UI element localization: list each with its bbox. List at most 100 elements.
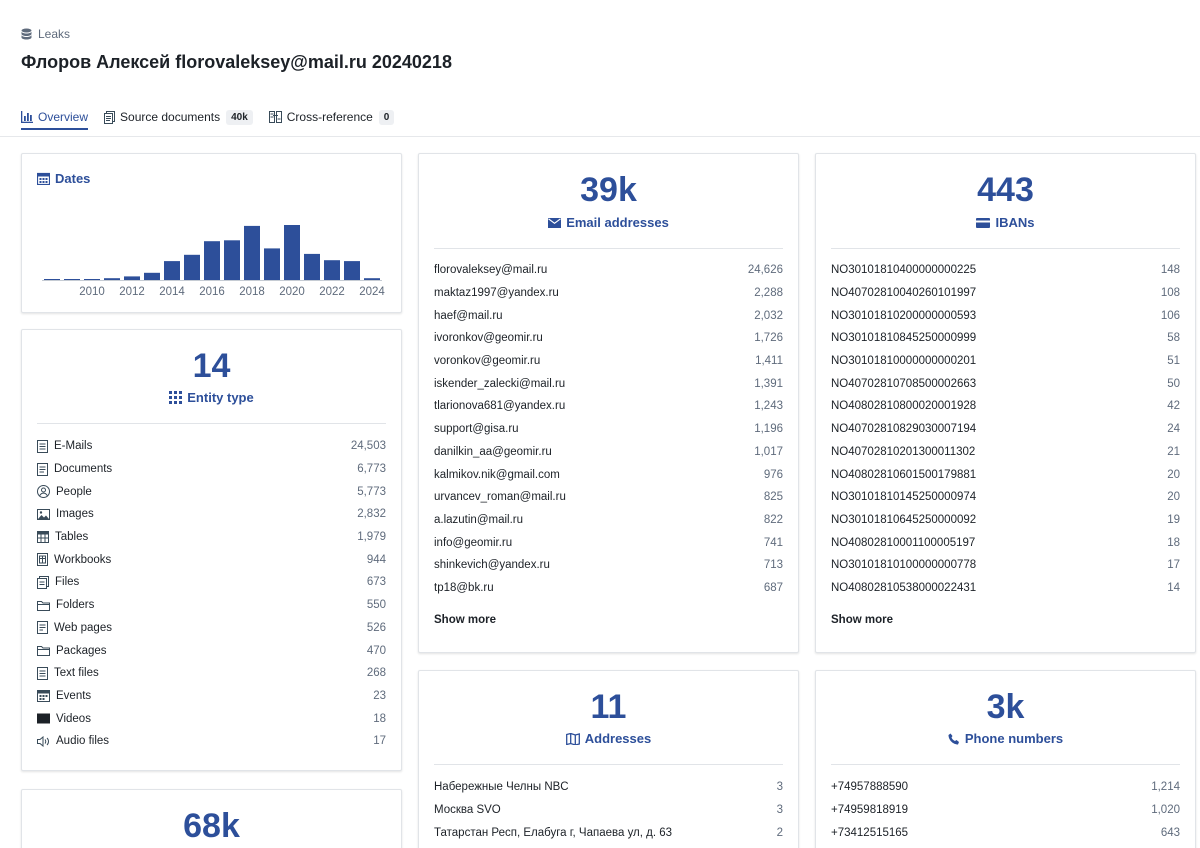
- email-address-item[interactable]: shinkevich@yandex.ru 713: [434, 554, 783, 577]
- entity-type-item-emails[interactable]: E-Mails 24,503: [37, 435, 386, 458]
- dates-bar[interactable]: [44, 279, 60, 280]
- dates-bar[interactable]: [224, 240, 240, 280]
- dates-bar[interactable]: [324, 260, 340, 280]
- dates-bar[interactable]: [84, 279, 100, 280]
- email-addresses-list: florovaleksey@mail.ru 24,626 maktaz1997@ya…: [434, 259, 783, 599]
- dates-bar[interactable]: [164, 261, 180, 280]
- iban-item[interactable]: NO40702810708500002663 50: [831, 372, 1180, 395]
- dates-bar[interactable]: [64, 279, 80, 280]
- email-address-item[interactable]: tp18@bk.ru 687: [434, 577, 783, 600]
- entity-type-item-documents[interactable]: Documents 6,773: [37, 458, 386, 481]
- iban-item-count: 51: [1167, 355, 1180, 368]
- entity-type-item-count: 470: [366, 644, 386, 657]
- dates-bar[interactable]: [284, 225, 300, 280]
- breadcrumb[interactable]: Leaks: [21, 27, 70, 41]
- entity-type-item-audio-files[interactable]: Audio files 17: [37, 730, 386, 753]
- dates-title-label: Dates: [55, 171, 91, 186]
- iban-item[interactable]: NO40702810201300011302 21: [831, 441, 1180, 464]
- address-item[interactable]: Набережные Челны NBC 3: [434, 776, 783, 799]
- email-address-item[interactable]: info@geomir.ru 741: [434, 531, 783, 554]
- chart-icon: [21, 111, 33, 123]
- email-address-item[interactable]: haef@mail.ru 2,032: [434, 304, 783, 327]
- email-address-item[interactable]: iskender_zalecki@mail.ru 1,391: [434, 372, 783, 395]
- entity-type-item-count: 550: [366, 599, 386, 612]
- email-address-item-count: 1,196: [754, 423, 783, 436]
- entity-type-item-web-pages[interactable]: Web pages 526: [37, 617, 386, 640]
- workbook-icon: [37, 553, 48, 567]
- email-address-item[interactable]: support@gisa.ru 1,196: [434, 418, 783, 441]
- entity-type-item-text-files[interactable]: Text files 268: [37, 662, 386, 685]
- entity-type-item-workbooks[interactable]: Workbooks 944: [37, 548, 386, 571]
- email-address-item[interactable]: florovaleksey@mail.ru 24,626: [434, 259, 783, 282]
- email-address-item[interactable]: a.lazutin@mail.ru 822: [434, 509, 783, 532]
- address-item[interactable]: Татарстан Респ, Елабуга г, Чапаева ул, д…: [434, 821, 783, 844]
- phone-number-item[interactable]: +73412515165 643: [831, 821, 1180, 844]
- dates-bar[interactable]: [304, 253, 320, 280]
- tab-cross-reference[interactable]: Cross-reference 0: [268, 106, 395, 128]
- dates-bar[interactable]: [244, 225, 260, 280]
- email-address-item-label: kalmikov.nik@gmail.com: [434, 468, 560, 481]
- tab-source-documents[interactable]: Source documents 40k: [104, 106, 253, 128]
- entity-type-item-packages[interactable]: Packages 470: [37, 639, 386, 662]
- entity-type-item-files[interactable]: Files 673: [37, 571, 386, 594]
- dates-bar[interactable]: [124, 276, 140, 280]
- address-item-count: 3: [776, 781, 783, 794]
- iban-item[interactable]: NO30101810100000000778 17: [831, 554, 1180, 577]
- entity-type-item-tables[interactable]: Tables 1,979: [37, 526, 386, 549]
- phone-number-item[interactable]: +74959818919 1,020: [831, 799, 1180, 822]
- text-file-icon: [37, 666, 48, 680]
- email-address-item[interactable]: urvancev_roman@mail.ru 825: [434, 486, 783, 509]
- email-addresses-label-text: Email addresses: [566, 215, 669, 230]
- phone-number-item[interactable]: +74957888590 1,214: [831, 776, 1180, 799]
- iban-item[interactable]: NO40702810829030007194 24: [831, 418, 1180, 441]
- entity-type-item-videos[interactable]: Videos 18: [37, 707, 386, 730]
- iban-item[interactable]: NO40802810800020001928 42: [831, 395, 1180, 418]
- iban-item[interactable]: NO40802810538000022431 14: [831, 577, 1180, 600]
- dates-bar[interactable]: [364, 278, 380, 280]
- email-address-item-count: 1,391: [754, 377, 783, 390]
- email-address-item[interactable]: ivoronkov@geomir.ru 1,726: [434, 327, 783, 350]
- email-addresses-show-more[interactable]: Show more: [434, 614, 496, 626]
- tabs-divider: [0, 136, 1200, 137]
- iban-item[interactable]: NO30101810845250000999 58: [831, 327, 1180, 350]
- iban-item[interactable]: NO30101810145250000974 20: [831, 486, 1180, 509]
- email-doc-icon: [37, 439, 48, 453]
- iban-item[interactable]: NO40702810040260101997 108: [831, 282, 1180, 305]
- database-icon: [21, 28, 32, 39]
- iban-item[interactable]: NO30101810645250000092 19: [831, 509, 1180, 532]
- table-icon: [37, 531, 49, 544]
- email-address-item[interactable]: voronkov@geomir.ru 1,411: [434, 350, 783, 373]
- dates-bar[interactable]: [104, 278, 120, 280]
- email-address-item-count: 713: [763, 559, 783, 572]
- email-address-item[interactable]: tlarionova681@yandex.ru 1,243: [434, 395, 783, 418]
- iban-item[interactable]: NO30101810000000000201 51: [831, 350, 1180, 373]
- entity-type-item-people[interactable]: People 5,773: [37, 480, 386, 503]
- address-item[interactable]: Москва SVO 3: [434, 799, 783, 822]
- iban-item[interactable]: NO30101810400000000225 148: [831, 259, 1180, 282]
- ibans-show-more[interactable]: Show more: [831, 614, 893, 626]
- email-address-item[interactable]: kalmikov.nik@gmail.com 976: [434, 463, 783, 486]
- dates-bar[interactable]: [344, 261, 360, 280]
- entity-type-item-count: 944: [366, 553, 386, 566]
- dates-bar[interactable]: [204, 241, 220, 280]
- dates-bar[interactable]: [264, 248, 280, 280]
- phone-number-item-label: +73412515165: [831, 826, 909, 839]
- entity-type-item-images[interactable]: Images 2,832: [37, 503, 386, 526]
- iban-item[interactable]: NO30101810200000000593 106: [831, 304, 1180, 327]
- email-address-item[interactable]: danilkin_aa@geomir.ru 1,017: [434, 441, 783, 464]
- email-address-item-count: 825: [763, 491, 783, 504]
- entity-type-item-events[interactable]: Events 23: [37, 685, 386, 708]
- entity-type-item-label: Documents: [54, 463, 113, 476]
- phone-numbers-count: 3k: [986, 688, 1025, 726]
- entity-type-item-count: 17: [373, 735, 386, 748]
- dates-bar[interactable]: [184, 254, 200, 280]
- tab-count-badge: 40k: [226, 109, 253, 125]
- iban-item[interactable]: NO40802810601500179881 20: [831, 463, 1180, 486]
- iban-item[interactable]: NO40802810001100005197 18: [831, 531, 1180, 554]
- email-address-item[interactable]: maktaz1997@yandex.ru 2,288: [434, 282, 783, 305]
- dates-chart[interactable]: 2010 2012 2014 2016 2018 2020 2022 2024: [22, 154, 402, 313]
- entity-type-item-folders[interactable]: Folders 550: [37, 594, 386, 617]
- dates-bar[interactable]: [144, 272, 160, 280]
- image-icon: [37, 508, 50, 520]
- tab-overview[interactable]: Overview: [21, 106, 89, 130]
